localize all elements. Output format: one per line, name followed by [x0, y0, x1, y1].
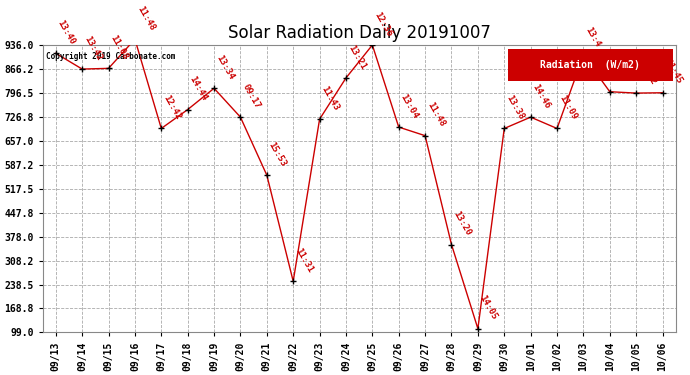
- Text: 14:44: 14:44: [188, 75, 209, 102]
- Text: 12:42: 12:42: [161, 93, 183, 121]
- Text: 15:53: 15:53: [267, 140, 288, 168]
- Text: 11:22: 11:22: [636, 58, 658, 86]
- Text: 12:36: 12:36: [373, 10, 393, 38]
- Text: 09:17: 09:17: [240, 82, 262, 110]
- Text: 13:40: 13:40: [56, 18, 77, 46]
- Text: 11:48: 11:48: [135, 4, 156, 32]
- Text: 13:34: 13:34: [214, 53, 235, 81]
- Text: 13:21: 13:21: [346, 43, 367, 71]
- Text: Copyright 2019 Carbonate.com: Copyright 2019 Carbonate.com: [46, 52, 175, 61]
- Text: 11:08: 11:08: [108, 33, 130, 61]
- Text: 11:31: 11:31: [293, 246, 315, 274]
- Text: 13:4: 13:4: [584, 25, 602, 48]
- Text: 11:09: 11:09: [557, 93, 578, 121]
- Text: 14:05: 14:05: [478, 294, 499, 321]
- Text: 11:48: 11:48: [425, 101, 446, 129]
- Text: 13:42: 13:42: [82, 34, 104, 62]
- Text: 11:45: 11:45: [662, 58, 684, 86]
- Text: 13:20: 13:20: [451, 210, 473, 237]
- Text: 13:07: 13:07: [610, 57, 631, 84]
- Text: 13:04: 13:04: [399, 92, 420, 120]
- Text: 11:43: 11:43: [319, 84, 341, 112]
- Title: Solar Radiation Daily 20191007: Solar Radiation Daily 20191007: [228, 24, 491, 42]
- Text: 14:46: 14:46: [531, 82, 552, 110]
- Text: 13:38: 13:38: [504, 93, 526, 121]
